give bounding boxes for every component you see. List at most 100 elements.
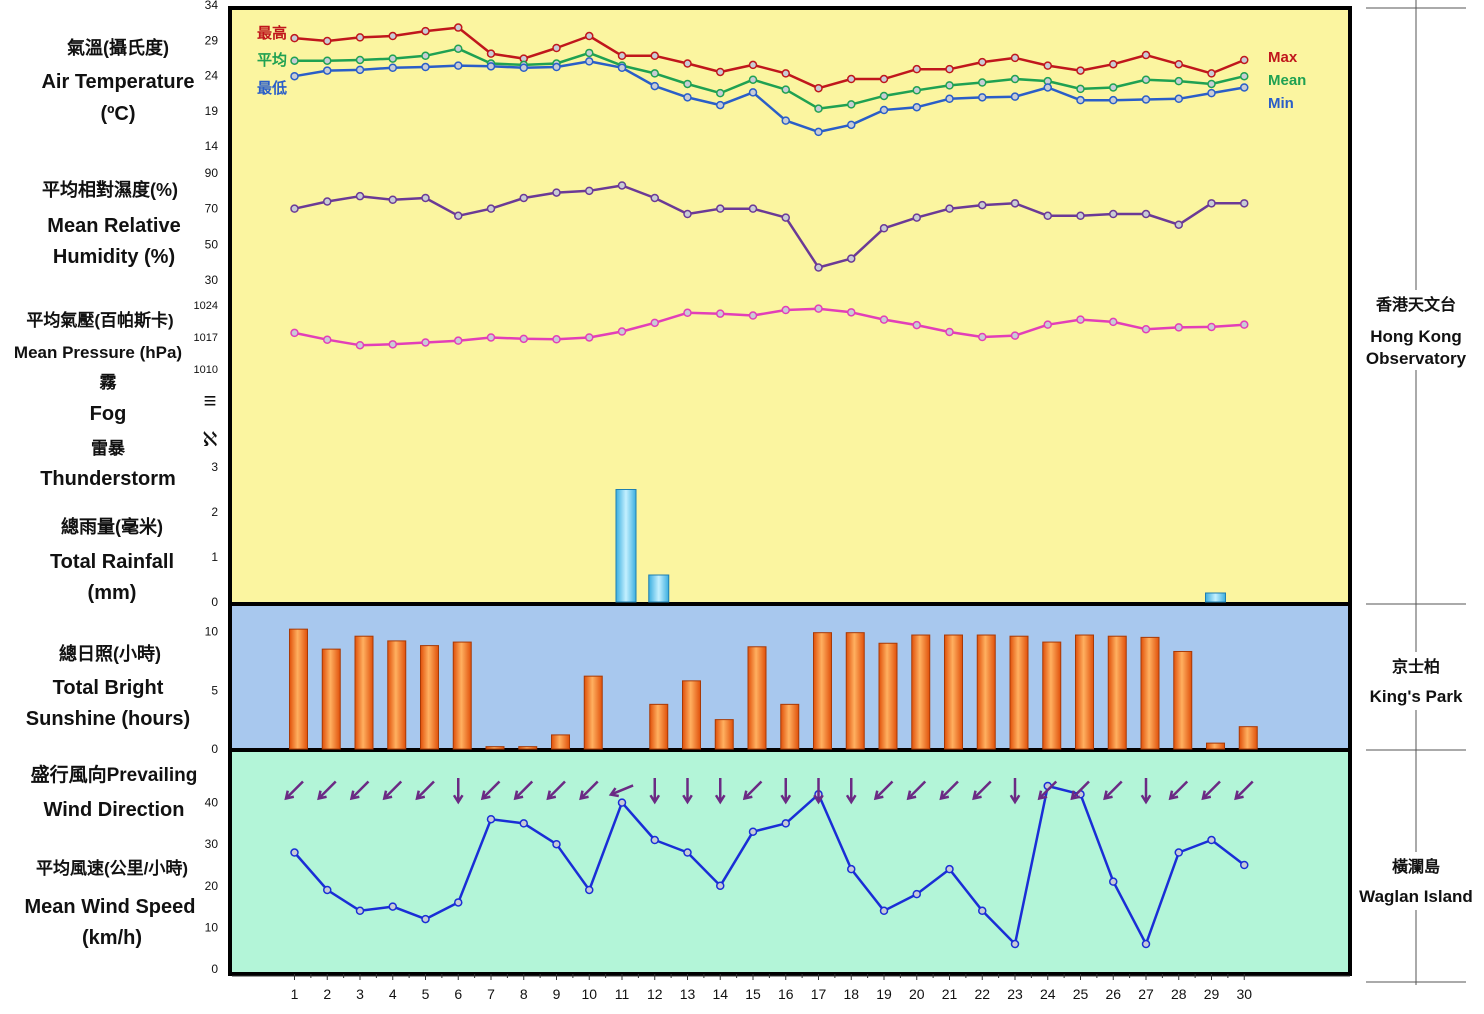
wind-speed-point — [716, 881, 725, 891]
humidity-point — [716, 204, 725, 213]
label-rainfall-en2: (mm) — [88, 582, 137, 604]
temp-min-point — [912, 102, 921, 112]
x-tick-label: 8 — [520, 986, 528, 1002]
station-hko-en2: Observatory — [1366, 349, 1467, 368]
x-tick-label: 21 — [942, 986, 958, 1002]
label-rainfall-en1: Total Rainfall — [50, 551, 174, 573]
sunshine-bar — [813, 632, 832, 750]
pressure-point — [585, 333, 594, 342]
x-tick-label: 5 — [422, 986, 430, 1002]
humidity-point — [355, 191, 365, 201]
humidity-point — [388, 195, 397, 204]
wind-speed-point — [1109, 877, 1118, 886]
temp-min-point — [290, 71, 299, 81]
pressure-point — [355, 340, 365, 350]
wind-arrow-head — [1168, 790, 1179, 801]
label-sunshine: 總日照(小時) Total Bright Sunshine (hours) — [26, 643, 190, 730]
temp-mean-point — [1076, 84, 1085, 94]
x-tick-label: 24 — [1040, 986, 1056, 1002]
temp-max-point — [683, 59, 692, 68]
wind-arrow-shaft — [743, 780, 763, 800]
temp-max-point — [1240, 55, 1249, 65]
humidity-point — [650, 193, 659, 203]
wind-direction-arrow-icon — [682, 778, 693, 805]
temp-max-point — [1010, 53, 1020, 63]
label-wind-speed: 平均風速(公里/小時) Mean Wind Speed (km/h) — [25, 858, 196, 949]
temp-mean-point — [945, 81, 954, 90]
wind-arrow-head — [415, 790, 426, 801]
wind-speed-point — [781, 819, 790, 828]
temp-mean-point — [650, 69, 659, 78]
wind-arrow-head — [649, 794, 661, 805]
pressure-point — [1207, 322, 1216, 332]
y-tick-label: 0 — [211, 742, 218, 756]
sunshine-bar — [1140, 636, 1160, 750]
wind-arrow-head — [1070, 790, 1081, 801]
pressure-point — [650, 318, 659, 328]
x-tick-label: 19 — [876, 986, 892, 1002]
wind-arrow-shaft — [1169, 780, 1189, 800]
humidity-point — [879, 224, 889, 233]
pressure-point — [814, 304, 823, 313]
legend-mean-en: Mean — [1268, 72, 1306, 89]
temp-min-point — [323, 66, 332, 75]
sunshine-bar — [1009, 635, 1029, 750]
temp-mean-point — [879, 91, 889, 101]
sunshine-bar — [452, 641, 472, 750]
temp-max-point — [454, 23, 463, 32]
humidity-point — [585, 186, 594, 196]
temp-mean-point — [683, 79, 692, 89]
wind-direction-arrow-icon — [1009, 778, 1021, 805]
temp-min-point — [388, 63, 397, 72]
axes-layer: 1419242934305070901010101710240123051001… — [194, 0, 1350, 1002]
wind-arrow-head — [813, 794, 824, 805]
x-tick-label: 16 — [778, 986, 794, 1002]
wind-direction-arrow-icon — [452, 778, 464, 805]
temp-min-point — [814, 127, 823, 137]
temp-min-point — [1141, 95, 1151, 104]
temp-min-point — [421, 62, 430, 72]
wind-direction-arrow-icon — [546, 780, 566, 801]
temp-mean-point — [388, 54, 397, 63]
label-humidity-en1: Mean Relative — [47, 215, 180, 237]
wind-direction-arrow-icon — [845, 778, 857, 805]
temp-mean-point — [454, 44, 463, 53]
wind-arrow-shaft — [350, 780, 370, 800]
label-temperature-en: Air Temperature — [41, 71, 194, 93]
wind-arrow-head — [608, 787, 620, 798]
wind-arrow-head — [742, 790, 753, 801]
wind-direction-arrow-icon — [1234, 780, 1254, 801]
wind-arrow-shaft — [610, 784, 634, 796]
temp-min-point — [585, 57, 594, 66]
sunshine-bar — [944, 634, 963, 750]
wind-arrow-head — [1234, 790, 1244, 801]
temp-mean-point — [1240, 71, 1249, 81]
x-tick-label: 14 — [712, 986, 728, 1002]
temp-max-point — [552, 43, 561, 53]
humidity-point — [1141, 209, 1151, 219]
station-kp-en: King's Park — [1370, 687, 1463, 706]
humidity-point — [781, 213, 790, 222]
pressure-point — [748, 311, 758, 320]
temp-mean-line — [294, 47, 1245, 110]
temp-max-point — [748, 60, 758, 70]
x-tick-label: 11 — [615, 986, 630, 1002]
wind-direction-arrow-icon — [742, 780, 763, 801]
wind-direction-arrow-icon — [1037, 780, 1058, 801]
label-pressure: 平均氣壓(百帕斯卡) Mean Pressure (hPa) — [14, 310, 182, 362]
temp-min-point — [1174, 94, 1183, 104]
wind-speed-point — [945, 864, 954, 874]
wind-direction-arrow-icon — [284, 780, 304, 801]
temp-min-point — [1043, 83, 1052, 92]
x-tick-label: 28 — [1171, 986, 1187, 1002]
temp-min-point — [617, 63, 627, 72]
legend: 最高 平均 最低 Max Mean Min — [257, 24, 1306, 112]
wind-direction-arrow-icon — [415, 780, 435, 801]
pressure-point — [781, 305, 790, 315]
wind-speed-line — [293, 784, 1246, 946]
humidity-point — [1207, 199, 1216, 208]
label-fog-en: Fog — [90, 403, 127, 425]
y-tick-label: 5 — [211, 683, 218, 697]
pressure-point — [1010, 331, 1020, 340]
temp-max-point — [978, 57, 987, 67]
